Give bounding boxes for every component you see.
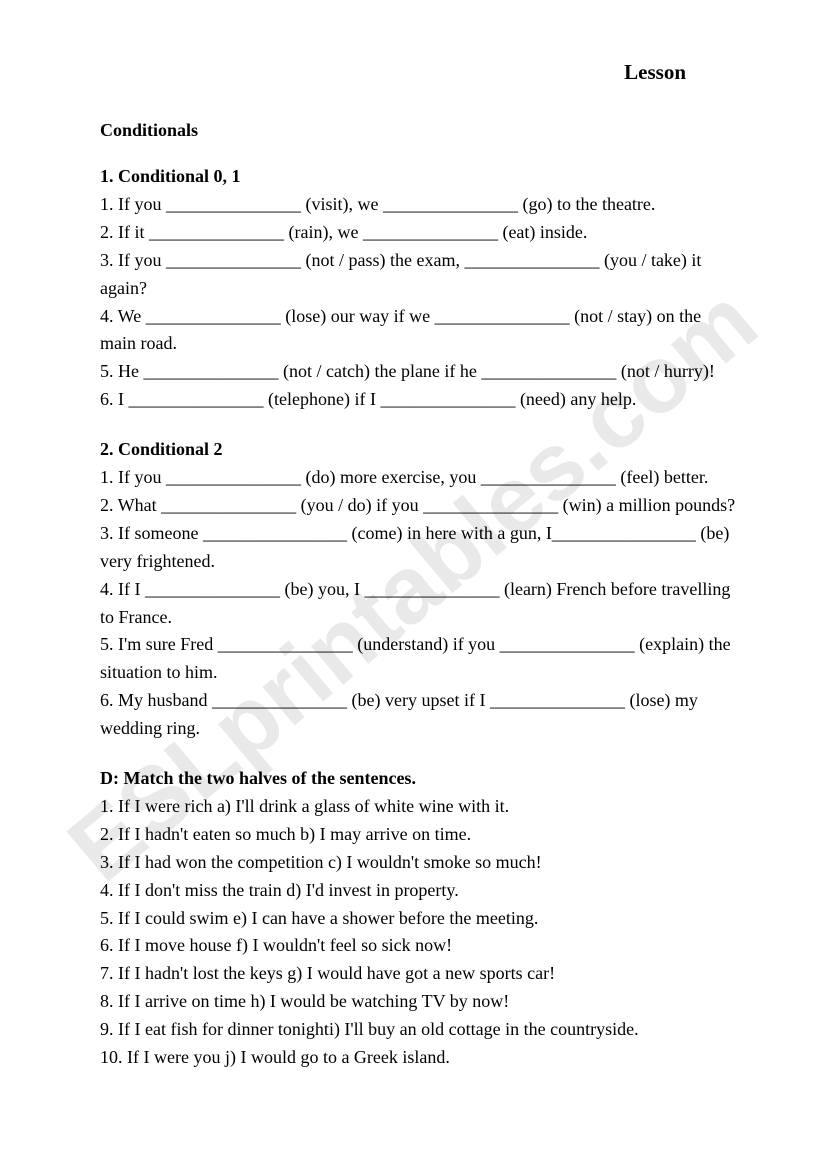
page-title: Lesson (100, 60, 736, 85)
match-line: 10. If I were you j) I would go to a Gre… (100, 1044, 736, 1072)
match-line: 1. If I were rich a) I'll drink a glass … (100, 793, 736, 821)
match-line: 3. If I had won the competition c) I wou… (100, 849, 736, 877)
section3-heading: D: Match the two halves of the sentences… (100, 768, 736, 789)
exercise-line: 3. If you _______________ (not / pass) t… (100, 247, 736, 303)
exercise-line: 6. My husband _______________ (be) very … (100, 687, 736, 743)
exercise-line: 5. He _______________ (not / catch) the … (100, 358, 736, 386)
match-line: 7. If I hadn't lost the keys g) I would … (100, 960, 736, 988)
exercise-line: 6. I _______________ (telephone) if I __… (100, 386, 736, 414)
exercise-line: 2. If it _______________ (rain), we ____… (100, 219, 736, 247)
match-line: 8. If I arrive on time h) I would be wat… (100, 988, 736, 1016)
exercise-line: 1. If you _______________ (do) more exer… (100, 464, 736, 492)
match-line: 5. If I could swim e) I can have a showe… (100, 905, 736, 933)
exercise-line: 5. I'm sure Fred _______________ (unders… (100, 631, 736, 687)
exercise-line: 4. If I _______________ (be) you, I ____… (100, 576, 736, 632)
match-line: 4. If I don't miss the train d) I'd inve… (100, 877, 736, 905)
exercise-line: 1. If you _______________ (visit), we __… (100, 191, 736, 219)
document-content: Lesson Conditionals 1. Conditional 0, 1 … (100, 60, 736, 1072)
match-line: 6. If I move house f) I wouldn't feel so… (100, 932, 736, 960)
section1-heading: 1. Conditional 0, 1 (100, 166, 736, 187)
subtitle: Conditionals (100, 120, 736, 141)
exercise-line: 3. If someone ________________ (come) in… (100, 520, 736, 576)
match-line: 9. If I eat fish for dinner tonighti) I'… (100, 1016, 736, 1044)
exercise-line: 2. What _______________ (you / do) if yo… (100, 492, 736, 520)
match-line: 2. If I hadn't eaten so much b) I may ar… (100, 821, 736, 849)
exercise-line: 4. We _______________ (lose) our way if … (100, 303, 736, 359)
section2-heading: 2. Conditional 2 (100, 439, 736, 460)
